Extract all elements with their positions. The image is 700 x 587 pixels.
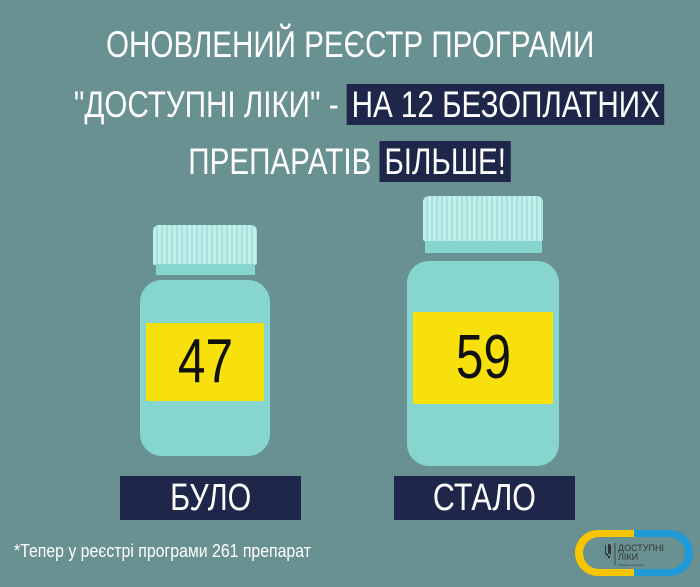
logo-pill-icon: ДОСТУПНІ ЛІКИ Урядова програма [575, 530, 693, 576]
title-line-1: ОНОВЛЕНИЙ РЕЄСТР ПРОГРАМИ [105, 24, 595, 65]
caption-after: СТАЛО [394, 476, 575, 520]
svg-text:Урядова програма: Урядова програма [618, 563, 644, 567]
bottle-cap [153, 225, 257, 265]
bottle-cap [423, 196, 543, 241]
caption-before: БУЛО [120, 476, 301, 520]
title-text: ПРЕПАРАТІВ [188, 141, 381, 182]
bottle-label: 59 [413, 312, 553, 404]
bottle-label: 47 [146, 323, 264, 401]
title-highlight: БІЛЬШЕ! [380, 141, 512, 182]
svg-text:ЛІКИ: ЛІКИ [618, 552, 638, 562]
svg-text:ДОСТУПНІ: ДОСТУПНІ [618, 543, 664, 553]
title-highlight: НА 12 БЕЗОПЛАТНИХ [346, 84, 665, 125]
bottle-neck [425, 241, 542, 253]
title-line-3: ПРЕПАРАТІВ БІЛЬШЕ! [0, 139, 700, 185]
trident-icon [605, 544, 611, 558]
title-line-2: "ДОСТУПНІ ЛІКИ" - НА 12 БЕЗОПЛАТНИХ [0, 82, 700, 128]
footnote: *Тепер у реєстрі програми 261 препарат [14, 541, 311, 561]
bottle-neck [156, 264, 255, 275]
title-text: "ДОСТУПНІ ЛІКИ" - [73, 84, 347, 125]
logo: ДОСТУПНІ ЛІКИ Урядова програма [572, 527, 696, 579]
